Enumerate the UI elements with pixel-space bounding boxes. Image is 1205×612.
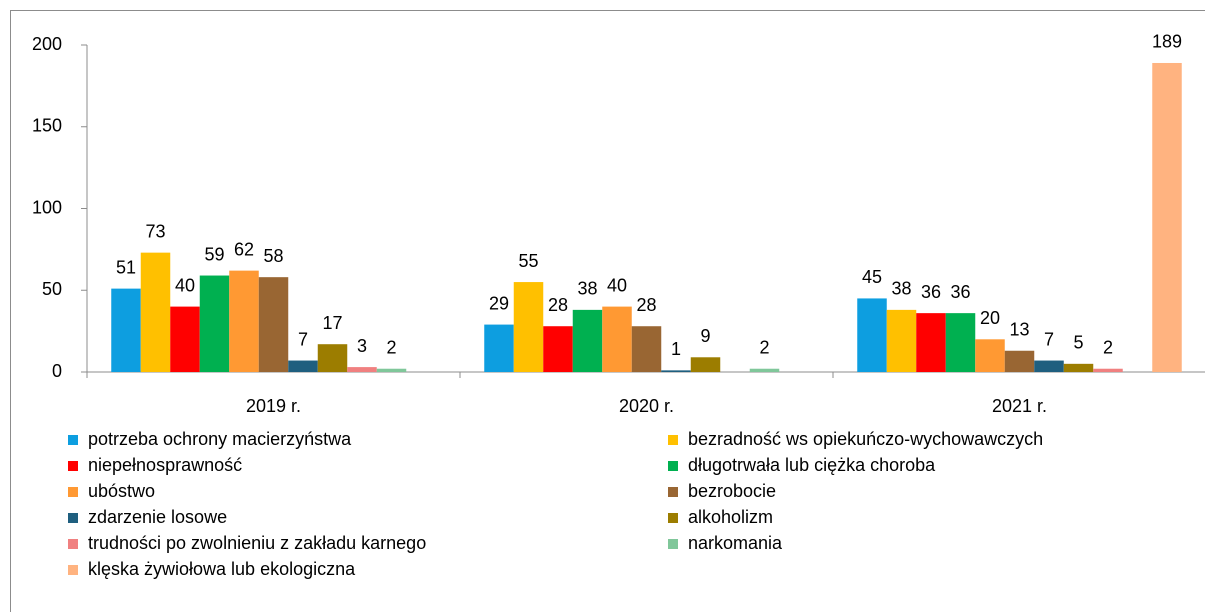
legend-label: alkoholizm bbox=[688, 507, 773, 527]
data-label: 2 bbox=[386, 337, 396, 357]
x-tick-label: 2020 r. bbox=[619, 396, 674, 416]
y-tick-label: 100 bbox=[32, 197, 62, 217]
legend-marker bbox=[668, 487, 678, 497]
legend-label: długotrwała lub ciężka choroba bbox=[688, 455, 936, 475]
legend-marker bbox=[668, 435, 678, 445]
legend-marker bbox=[68, 461, 78, 471]
data-label: 29 bbox=[489, 293, 509, 313]
bar bbox=[199, 275, 230, 372]
bar bbox=[886, 309, 917, 372]
data-label: 38 bbox=[891, 279, 911, 299]
legend-marker bbox=[668, 461, 678, 471]
data-label: 189 bbox=[1152, 32, 1182, 52]
data-label: 45 bbox=[862, 267, 882, 287]
y-tick-label: 200 bbox=[32, 34, 62, 54]
bar bbox=[258, 277, 289, 372]
bar bbox=[916, 313, 946, 372]
bar bbox=[111, 288, 141, 372]
bar bbox=[690, 357, 721, 372]
data-label: 40 bbox=[607, 275, 627, 295]
bar bbox=[572, 309, 603, 372]
data-label: 17 bbox=[322, 313, 342, 333]
data-label: 1 bbox=[671, 339, 681, 359]
bar bbox=[631, 326, 662, 372]
y-tick-label: 50 bbox=[42, 279, 62, 299]
data-label: 2 bbox=[1103, 337, 1113, 357]
data-label: 58 bbox=[263, 246, 283, 266]
data-label: 2 bbox=[759, 337, 769, 357]
data-label: 28 bbox=[548, 295, 568, 315]
bar bbox=[602, 306, 632, 372]
bar bbox=[1034, 360, 1064, 372]
bar bbox=[975, 339, 1005, 372]
chart-border bbox=[10, 10, 1205, 612]
bar bbox=[140, 252, 171, 372]
legend-label: bezradność ws opiekuńczo-wychowawczych bbox=[688, 429, 1043, 449]
data-label: 9 bbox=[700, 326, 710, 346]
legend-marker bbox=[68, 435, 78, 445]
legend-label: klęska żywiołowa lub ekologiczna bbox=[88, 559, 356, 579]
data-label: 73 bbox=[145, 221, 165, 241]
bar bbox=[661, 370, 691, 372]
data-label: 3 bbox=[357, 336, 367, 356]
data-label: 40 bbox=[175, 275, 195, 295]
bar bbox=[317, 344, 348, 372]
bar bbox=[1063, 363, 1094, 372]
data-label: 36 bbox=[950, 282, 970, 302]
legend-label: zdarzenie losowe bbox=[88, 507, 227, 527]
data-label: 28 bbox=[636, 295, 656, 315]
bar bbox=[229, 270, 259, 372]
legend-marker bbox=[668, 513, 678, 523]
legend-label: niepełnosprawność bbox=[88, 455, 242, 475]
bar bbox=[376, 368, 407, 372]
data-label: 7 bbox=[298, 329, 308, 349]
bar bbox=[1093, 368, 1123, 372]
legend-marker bbox=[68, 539, 78, 549]
bar bbox=[857, 298, 887, 372]
bar bbox=[945, 313, 976, 372]
y-tick-label: 0 bbox=[52, 361, 62, 381]
data-label: 55 bbox=[518, 251, 538, 271]
bar bbox=[1004, 350, 1035, 372]
bar bbox=[347, 367, 377, 372]
legend-label: ubóstwo bbox=[88, 481, 155, 501]
y-tick-label: 150 bbox=[32, 116, 62, 136]
legend-marker bbox=[68, 513, 78, 523]
legend-marker bbox=[68, 487, 78, 497]
bar bbox=[543, 326, 573, 372]
bar bbox=[484, 324, 514, 372]
data-label: 59 bbox=[204, 244, 224, 264]
legend-marker bbox=[68, 565, 78, 575]
data-label: 20 bbox=[980, 308, 1000, 328]
data-label: 38 bbox=[577, 279, 597, 299]
bar bbox=[170, 306, 200, 372]
data-label: 36 bbox=[921, 282, 941, 302]
data-label: 7 bbox=[1044, 329, 1054, 349]
legend-label: bezrobocie bbox=[688, 481, 776, 501]
data-label: 62 bbox=[234, 239, 254, 259]
legend-label: potrzeba ochrony macierzyństwa bbox=[88, 429, 352, 449]
data-label: 13 bbox=[1009, 319, 1029, 339]
legend-label: narkomania bbox=[688, 533, 783, 553]
data-label: 5 bbox=[1073, 333, 1083, 353]
legend-marker bbox=[668, 539, 678, 549]
bar bbox=[288, 360, 318, 372]
bar bbox=[513, 282, 544, 372]
bar bbox=[749, 368, 780, 372]
x-tick-label: 2021 r. bbox=[992, 396, 1047, 416]
x-tick-label: 2019 r. bbox=[246, 396, 301, 416]
data-label: 51 bbox=[116, 257, 136, 277]
legend-label: trudności po zwolnieniu z zakładu karneg… bbox=[88, 533, 426, 553]
bar bbox=[1152, 62, 1182, 373]
